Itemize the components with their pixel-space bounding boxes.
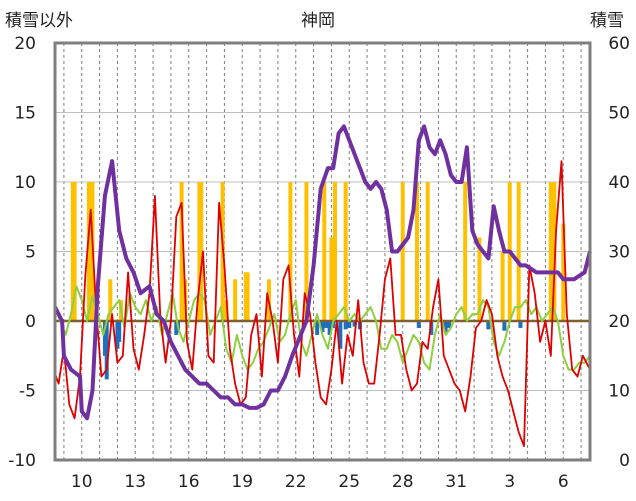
right-tick-label: 30 — [608, 243, 630, 263]
negative_bars-bar — [104, 321, 109, 380]
negative_bars-bar — [315, 321, 320, 335]
precipitation-bar — [322, 182, 327, 321]
negative_bars-bar — [347, 321, 352, 328]
precipitation-bar — [332, 182, 337, 321]
right-tick-label: 10 — [608, 382, 630, 402]
negative_bars-bar — [416, 321, 421, 328]
negative_bars-bar — [352, 321, 357, 327]
negative_bars-bar — [327, 321, 332, 335]
precipitation-bar — [233, 279, 238, 321]
negative_bars-bar — [320, 321, 325, 333]
negative_bars-bar — [447, 321, 452, 328]
negative_bars-bar — [518, 321, 523, 328]
x-tick-label: 6 — [558, 472, 569, 492]
negative_bars-bar — [117, 321, 122, 342]
bar-series — [55, 182, 590, 380]
precipitation-bar — [516, 182, 521, 321]
negative_bars-bar — [443, 321, 448, 333]
right-tick-label: 0 — [619, 451, 630, 471]
precipitation-bar — [548, 182, 553, 321]
right-tick-label: 60 — [608, 34, 630, 54]
precipitation-bar — [179, 182, 184, 321]
chart-title: 神岡 — [301, 11, 335, 31]
precipitation-bar — [304, 182, 309, 321]
plot-frame — [53, 41, 592, 462]
precipitation-bar — [108, 279, 113, 321]
line-series — [53, 124, 592, 448]
x-tick-label: 19 — [231, 472, 253, 492]
x-tick-label: 31 — [445, 472, 467, 492]
precipitation-bar — [500, 251, 505, 321]
precipitation-bar — [425, 182, 430, 321]
negative_bars-bar — [502, 321, 507, 331]
left-tick-label: -5 — [19, 382, 36, 402]
precipitation-bar — [288, 182, 293, 321]
x-tick-label: 13 — [124, 472, 146, 492]
right-tick-label: 50 — [608, 104, 630, 124]
left-tick-label: 0 — [25, 312, 36, 332]
precipitation-bar — [199, 182, 204, 321]
negative_bars-bar — [338, 321, 343, 349]
negative_bars-bar — [343, 321, 348, 330]
precipitation-bar — [72, 182, 77, 321]
x-tick-label: 3 — [504, 472, 515, 492]
x-tick-label: 28 — [392, 472, 414, 492]
precipitation-bar — [245, 272, 250, 321]
precipitation-bar — [400, 182, 405, 321]
snow_depth-line — [53, 124, 592, 421]
right-tick-label: 20 — [608, 312, 630, 332]
precipitation-bar — [343, 182, 348, 321]
precipitation-bar — [224, 300, 229, 321]
x-tick-label: 16 — [178, 472, 200, 492]
negative_bars-bar — [486, 321, 491, 330]
left-tick-label: 10 — [14, 173, 36, 193]
precipitation-bar — [463, 182, 468, 321]
left-tick-label: 20 — [14, 34, 36, 54]
precipitation-bar — [329, 237, 334, 321]
temperature-line — [54, 160, 591, 448]
x-tick-label: 22 — [285, 472, 307, 492]
left-tick-label: -10 — [8, 451, 36, 471]
negative_bars-bar — [324, 321, 329, 328]
left-tick-label: 15 — [14, 104, 36, 124]
left-tick-label: 5 — [25, 243, 36, 263]
x-tick-label: 25 — [338, 472, 360, 492]
right-axis-label: 積雪 — [590, 11, 624, 31]
precipitation-bar — [415, 182, 420, 321]
x-tick-label: 10 — [71, 472, 93, 492]
precipitation-bar — [561, 223, 566, 321]
right-tick-label: 40 — [608, 173, 630, 193]
precipitation-bar — [477, 237, 482, 321]
left-axis-label: 積雪以外 — [5, 11, 73, 31]
temperature_range-line — [54, 285, 591, 371]
